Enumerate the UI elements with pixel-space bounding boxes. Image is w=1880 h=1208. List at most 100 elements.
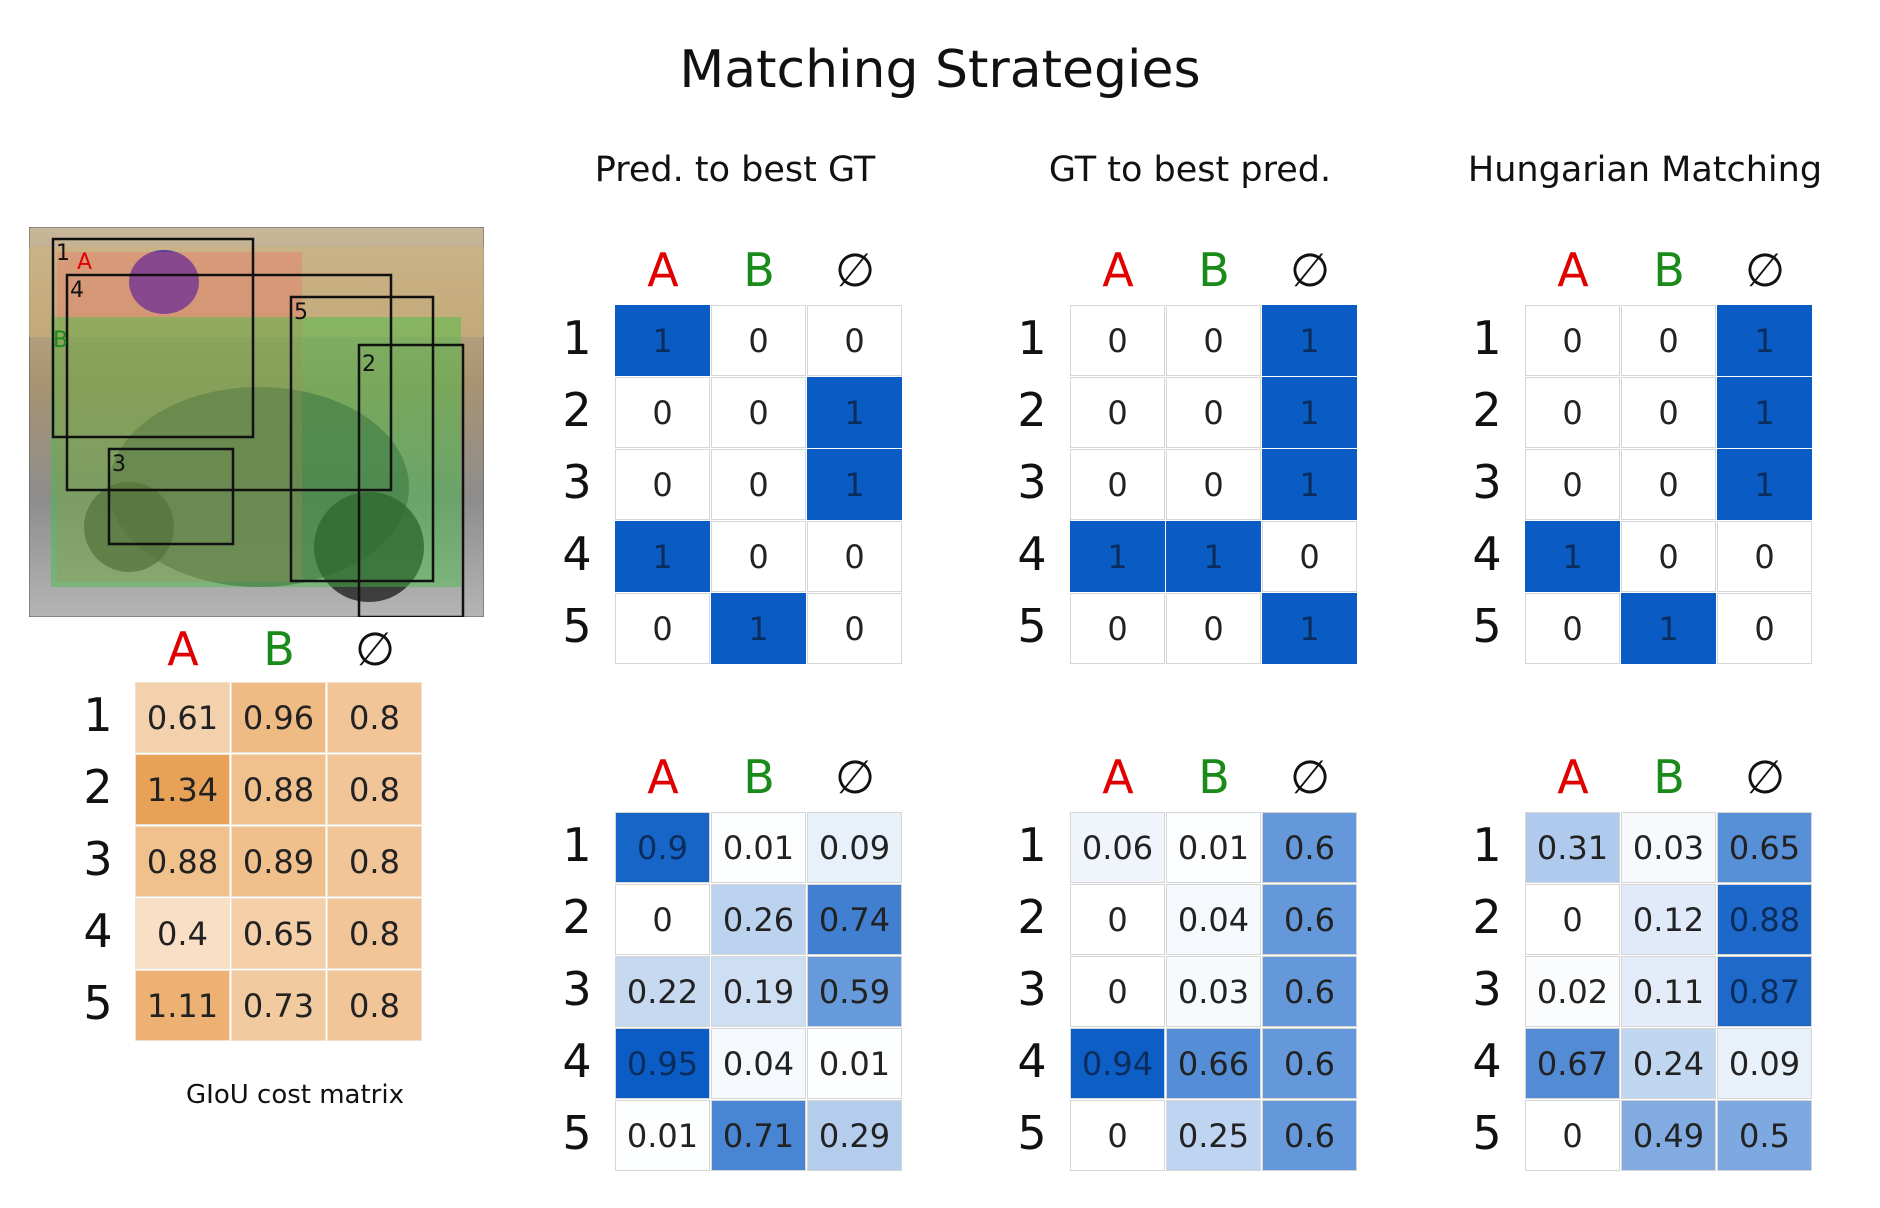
strategy-col-head: ∅ [1289, 750, 1331, 804]
assignment-cell: 0 [1070, 377, 1165, 448]
probability-cell: 0.88 [1717, 884, 1812, 955]
probability-cell: 0.03 [1166, 956, 1261, 1027]
cost-cell: 0.65 [231, 898, 326, 969]
cost-cell: 0.88 [135, 826, 230, 897]
probability-cell: 0.66 [1166, 1028, 1261, 1099]
cost-row-head: 3 [83, 832, 113, 886]
probability-cell: 0 [1070, 884, 1165, 955]
probability-cell: 0.06 [1070, 812, 1165, 883]
strategy-col-head: A [1557, 243, 1589, 297]
assignment-cell: 1 [1717, 377, 1812, 448]
probability-cell: 0.01 [1166, 812, 1261, 883]
assignment-cell: 0 [1070, 593, 1165, 664]
probability-cell: 0 [1525, 1100, 1620, 1171]
assignment-cell: 0 [1621, 521, 1716, 592]
assignment-cell: 1 [1717, 449, 1812, 520]
assignment-cell: 0 [1525, 449, 1620, 520]
probability-cell: 0.09 [1717, 1028, 1812, 1099]
box-label-1: 1 [56, 241, 70, 266]
assignment-cell: 0 [1262, 521, 1357, 592]
probability-cell: 0.6 [1262, 812, 1357, 883]
pred-box-3 [107, 447, 235, 546]
figure-title: Matching Strategies [679, 40, 1201, 100]
strategy-row-head: 4 [1017, 1034, 1047, 1088]
strategy-col-head: ∅ [1744, 243, 1786, 297]
cost-col-head-b: B [263, 622, 295, 676]
cost-row-head: 1 [83, 688, 113, 742]
strategy-col-head: ∅ [834, 243, 876, 297]
assignment-cell: 0 [1166, 305, 1261, 376]
cost-cell: 0.8 [327, 754, 422, 825]
strategy-row-head: 1 [562, 818, 592, 872]
strategy-col-head: B [1198, 243, 1230, 297]
probability-cell: 0.94 [1070, 1028, 1165, 1099]
probability-cell: 0.6 [1262, 884, 1357, 955]
strategy-col-head: B [1653, 243, 1685, 297]
cost-cell: 0.8 [327, 682, 422, 753]
assignment-cell: 0 [807, 593, 902, 664]
assignment-cell: 1 [1525, 521, 1620, 592]
assignment-cell: 1 [1262, 449, 1357, 520]
strategy-row-head: 4 [1017, 527, 1047, 581]
strategy-col-head: B [1653, 750, 1685, 804]
strategy-row-head: 3 [1017, 455, 1047, 509]
strategy-row-head: 4 [1472, 1034, 1502, 1088]
assignment-cell: 0 [1166, 377, 1261, 448]
probability-cell: 0.9 [615, 812, 710, 883]
strategy-row-head: 2 [1472, 890, 1502, 944]
probability-cell: 0.01 [711, 812, 806, 883]
assignment-cell: 0 [1621, 305, 1716, 376]
gt-box-a [57, 252, 302, 582]
cost-col-head-null: ∅ [354, 622, 396, 676]
assignment-cell: 0 [1525, 593, 1620, 664]
strategy-row-head: 2 [1472, 383, 1502, 437]
cost-row-head: 5 [83, 976, 113, 1030]
strategy-col-head: ∅ [1744, 750, 1786, 804]
strategy-row-head: 3 [1472, 455, 1502, 509]
strategy-row-head: 1 [562, 311, 592, 365]
assignment-cell: 1 [1262, 593, 1357, 664]
probability-cell: 0.11 [1621, 956, 1716, 1027]
assignment-cell: 0 [711, 305, 806, 376]
assignment-cell: 0 [1717, 593, 1812, 664]
assignment-cell: 1 [1717, 305, 1812, 376]
assignment-cell: 1 [1166, 521, 1261, 592]
cost-cell: 0.8 [327, 826, 422, 897]
strategy-row-head: 5 [1472, 599, 1502, 653]
probability-cell: 0.5 [1717, 1100, 1812, 1171]
cost-col-head-a: A [167, 622, 199, 676]
probability-cell: 0 [1070, 956, 1165, 1027]
probability-cell: 0.03 [1621, 812, 1716, 883]
strategy-row-head: 4 [562, 527, 592, 581]
assignment-cell: 0 [1166, 593, 1261, 664]
assignment-cell: 0 [1525, 305, 1620, 376]
assignment-cell: 0 [1070, 305, 1165, 376]
strategy-col-head: ∅ [1289, 243, 1331, 297]
cost-cell: 0.4 [135, 898, 230, 969]
gt-label-b: B [53, 328, 68, 353]
probability-cell: 0.12 [1621, 884, 1716, 955]
probability-cell: 0.6 [1262, 956, 1357, 1027]
probability-cell: 0.95 [615, 1028, 710, 1099]
probability-cell: 0 [1525, 884, 1620, 955]
assignment-cell: 0 [1166, 449, 1261, 520]
probability-cell: 0 [615, 884, 710, 955]
assignment-cell: 0 [1525, 377, 1620, 448]
strategy-row-head: 1 [1017, 311, 1047, 365]
strategy-row-head: 3 [1472, 962, 1502, 1016]
strategy-row-head: 5 [562, 599, 592, 653]
probability-cell: 0.09 [807, 812, 902, 883]
strategy-row-head: 3 [1017, 962, 1047, 1016]
strategy-row-head: 2 [1017, 383, 1047, 437]
strategy-row-head: 1 [1472, 818, 1502, 872]
probability-cell: 0.01 [615, 1100, 710, 1171]
assignment-cell: 1 [807, 377, 902, 448]
cost-matrix-caption: GIoU cost matrix [186, 1080, 404, 1110]
cost-row-head: 4 [83, 904, 113, 958]
pred-box-2 [357, 343, 465, 617]
strategy-title-hungarian: Hungarian Matching [1467, 150, 1823, 190]
strategy-col-head: A [1102, 243, 1134, 297]
cost-cell: 1.11 [135, 970, 230, 1041]
probability-cell: 0.01 [807, 1028, 902, 1099]
assignment-cell: 0 [1621, 377, 1716, 448]
